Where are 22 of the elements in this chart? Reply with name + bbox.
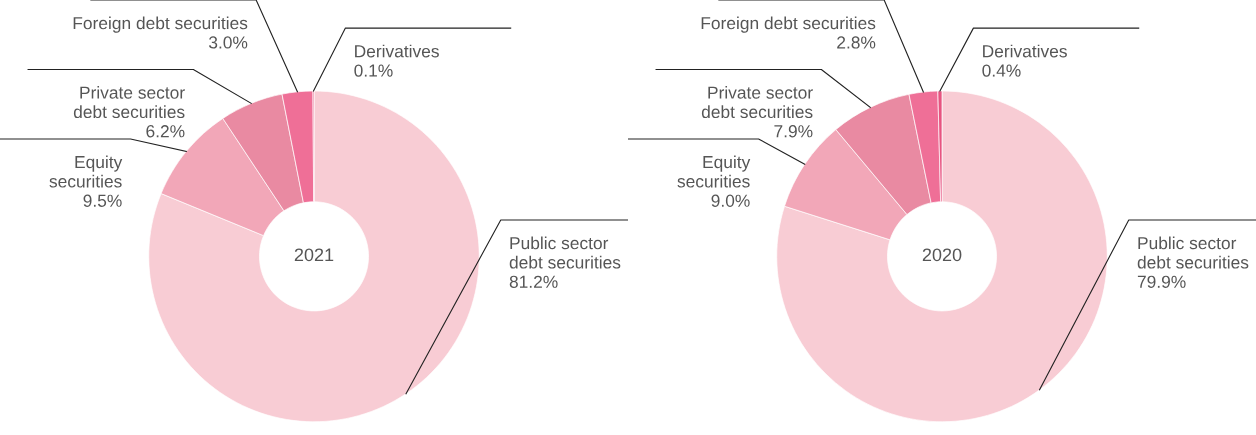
- slice-label: Private sector debt securities: [701, 86, 813, 119]
- slice-label: Derivatives: [983, 44, 1067, 58]
- slice-label: Public sector debt securities: [509, 236, 621, 269]
- data-label: 0.4%: [982, 64, 1021, 77]
- text: 2021: [294, 248, 334, 262]
- data-label: 9.5%: [83, 194, 122, 207]
- text: 2020: [922, 248, 962, 262]
- data-label: 6.2%: [146, 125, 185, 138]
- slice-label: Private sector debt securities: [73, 86, 185, 119]
- data-label: 3.0%: [208, 36, 248, 49]
- slice-label: Equity securities: [677, 155, 751, 188]
- slice-label: Public sector debt securities: [1137, 236, 1249, 269]
- data-label: 7.9%: [774, 125, 813, 138]
- slice-label: Foreign debt securities: [73, 16, 248, 33]
- slice-label: Equity securities: [49, 155, 123, 188]
- slice-label: Foreign debt securities: [701, 16, 876, 33]
- data-label: 9.0%: [711, 194, 750, 207]
- data-label: 2.8%: [837, 36, 876, 49]
- data-label: 0.1%: [354, 64, 393, 77]
- slice-label: Derivatives: [355, 44, 439, 58]
- data-label: 81.2%: [509, 275, 558, 288]
- data-label: 79.9%: [1137, 275, 1186, 288]
